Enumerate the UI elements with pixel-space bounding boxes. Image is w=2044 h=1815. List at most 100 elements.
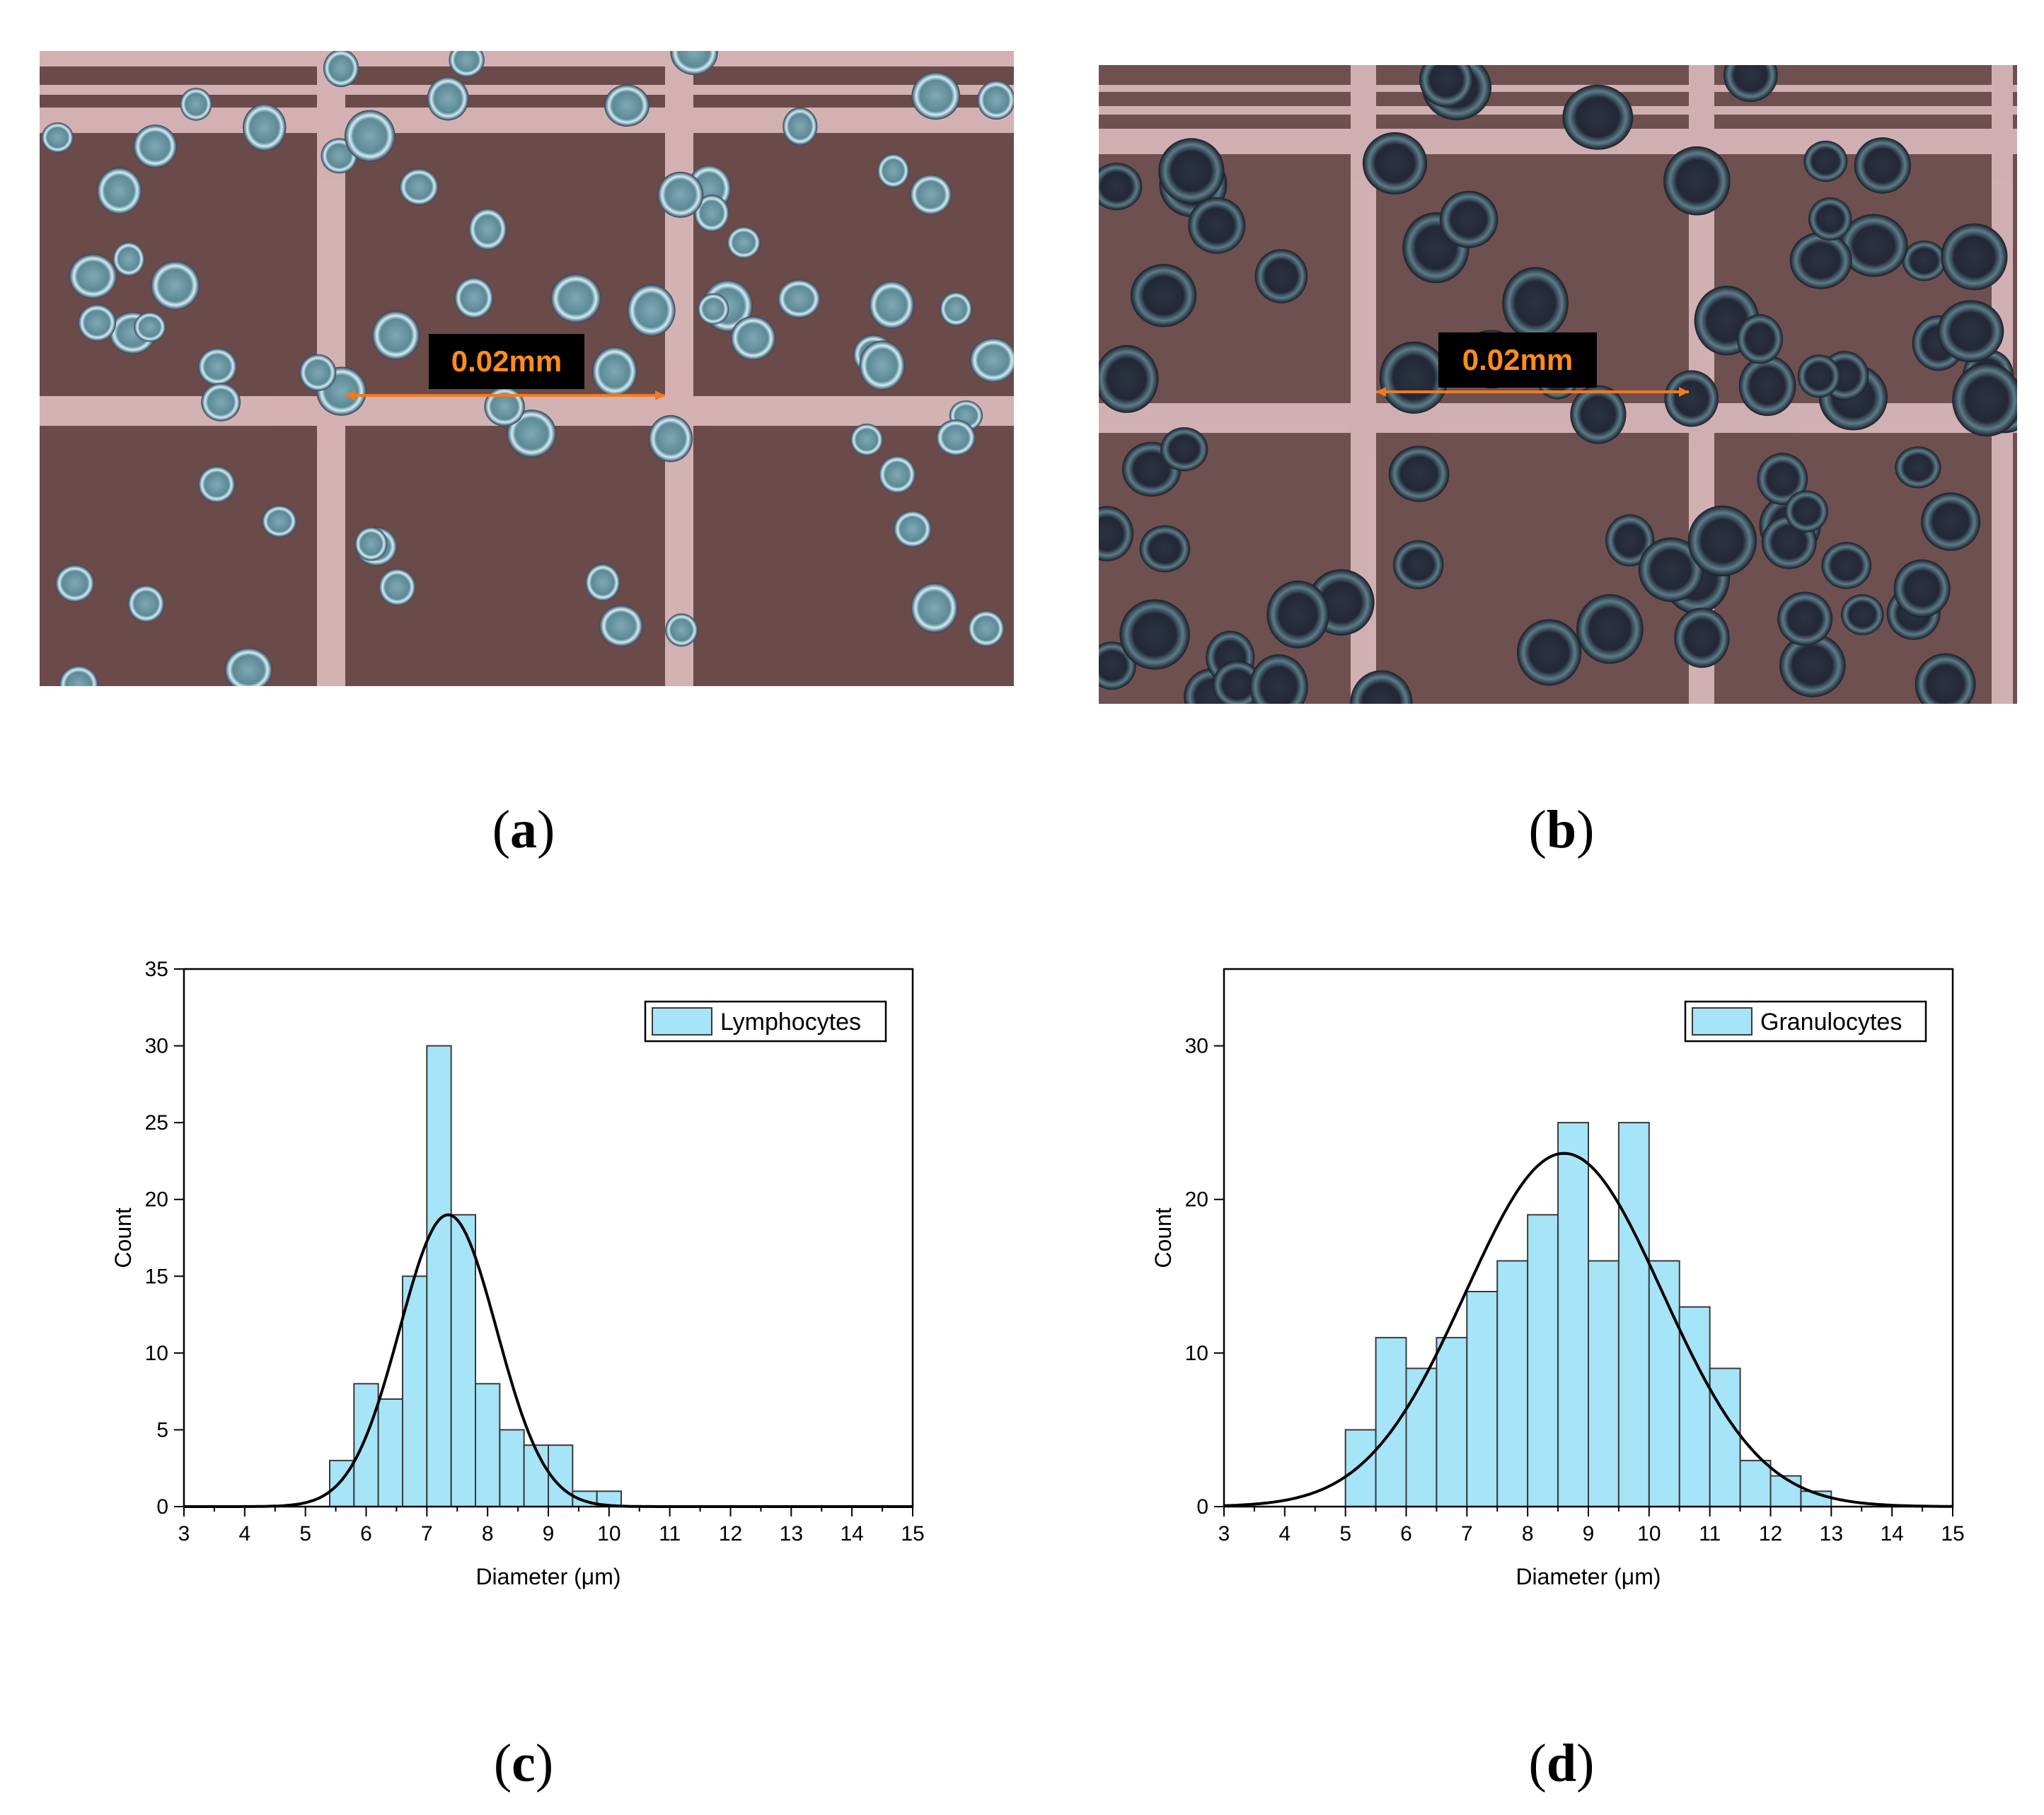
y-axis-label: Count bbox=[110, 1207, 136, 1268]
histogram-bar bbox=[475, 1383, 501, 1507]
x-tick-label: 11 bbox=[659, 1522, 681, 1546]
lymphocyte-cell bbox=[879, 456, 916, 494]
histogram-bar bbox=[353, 1383, 379, 1507]
lymphocyte-cell bbox=[936, 419, 976, 456]
x-tick-label: 14 bbox=[1880, 1522, 1903, 1546]
histogram-bar bbox=[1344, 1429, 1377, 1508]
lymphocyte-cell bbox=[859, 340, 906, 390]
lymphocyte-cell bbox=[55, 564, 95, 603]
granulocyte-cell bbox=[1419, 65, 1474, 108]
lymphocyte-cell bbox=[112, 242, 145, 277]
lymphocyte-cell bbox=[694, 195, 729, 232]
lymphocyte-cell bbox=[850, 423, 884, 456]
y-axis-label: Count bbox=[1150, 1207, 1176, 1268]
x-tick-label: 13 bbox=[780, 1522, 803, 1546]
lymphocyte-cell bbox=[911, 71, 961, 120]
granulocyte-cell bbox=[1737, 314, 1783, 364]
y-tick-label: 35 bbox=[145, 958, 168, 981]
lymphocyte-cell bbox=[604, 84, 649, 127]
granulocyte-cell bbox=[1362, 132, 1428, 195]
caption-a: (a) bbox=[492, 800, 555, 859]
granulocyte-cell bbox=[1576, 594, 1644, 664]
microscope-image-b: 0.02mm bbox=[1099, 65, 2017, 704]
caption-d: (d) bbox=[1528, 1734, 1595, 1793]
lymphocyte-cell bbox=[778, 279, 821, 318]
hemocytometer-grid-a bbox=[40, 51, 1014, 686]
granulocyte-cell bbox=[1213, 661, 1262, 704]
granulocyte-cell bbox=[1099, 506, 1134, 562]
granulocyte-cell bbox=[1738, 355, 1796, 417]
histogram-bar bbox=[426, 1045, 452, 1508]
lymphocyte-cell bbox=[670, 51, 718, 75]
histogram-bar bbox=[1588, 1260, 1619, 1507]
granulocyte-cell bbox=[1139, 525, 1191, 573]
granulocyte-cell bbox=[1840, 214, 1908, 277]
lymphocyte-cell bbox=[730, 316, 776, 361]
granulocyte-cell bbox=[1952, 363, 2017, 437]
lymphocyte-cell bbox=[379, 568, 416, 606]
x-tick-label: 11 bbox=[1699, 1522, 1721, 1546]
granulocyte-cell bbox=[1687, 505, 1757, 576]
x-tick-label: 8 bbox=[1522, 1522, 1534, 1546]
x-tick-label: 4 bbox=[238, 1522, 250, 1546]
y-tick-label: 5 bbox=[156, 1418, 168, 1442]
lymphocyte-cell bbox=[69, 254, 117, 299]
histogram-bar bbox=[1375, 1337, 1407, 1508]
lymphocyte-cell bbox=[150, 260, 200, 311]
x-tick-label: 4 bbox=[1278, 1522, 1291, 1546]
granulocyte-cell bbox=[1854, 137, 1911, 194]
histogram-granulocytes: 3 4 5 6 7 8 9 10 11 12 13 14 15 0 10 20 30 Diameter (μm) C… bbox=[1146, 948, 1995, 1613]
histogram-bar bbox=[1405, 1367, 1438, 1507]
lymphocyte-cell bbox=[894, 511, 932, 547]
lymphocyte-cell bbox=[345, 110, 395, 162]
histogram-bar bbox=[402, 1275, 428, 1507]
lymphocyte-cell bbox=[41, 122, 74, 153]
x-tick-label: 5 bbox=[299, 1522, 311, 1546]
lymphocyte-cell bbox=[134, 312, 166, 342]
x-tick-label: 5 bbox=[1339, 1522, 1351, 1546]
histogram-bar bbox=[1527, 1214, 1559, 1507]
granulocyte-cell bbox=[1119, 599, 1190, 670]
lymphocyte-cell bbox=[262, 505, 297, 538]
lymphocyte-cell bbox=[550, 274, 601, 323]
granulocyte-cell bbox=[1605, 514, 1655, 567]
x-tick-label: 6 bbox=[360, 1522, 372, 1546]
lymphocyte-cell bbox=[869, 281, 915, 329]
x-axis-label: Diameter (μm) bbox=[1515, 1564, 1661, 1589]
x-tick-label: 14 bbox=[840, 1522, 863, 1546]
lymphocyte-cell bbox=[198, 466, 236, 503]
histogram-bar bbox=[523, 1444, 550, 1508]
granulocyte-cell bbox=[1784, 490, 1828, 533]
granulocyte-cell bbox=[1895, 446, 1941, 489]
granulocyte-cell bbox=[1808, 197, 1852, 241]
x-tick-label: 7 bbox=[1461, 1522, 1473, 1546]
granulocyte-cell bbox=[1779, 633, 1846, 697]
lymphocyte-cell bbox=[484, 387, 525, 427]
lymphocyte-cell bbox=[243, 103, 287, 151]
x-tick-label: 10 bbox=[1637, 1522, 1661, 1546]
histogram-bar bbox=[1617, 1122, 1650, 1507]
x-tick-label: 9 bbox=[1583, 1522, 1595, 1546]
lymphocyte-cell bbox=[97, 167, 142, 214]
y-tick-label: 20 bbox=[1185, 1188, 1208, 1212]
legend-label: Lymphocytes bbox=[720, 1009, 861, 1036]
granulocyte-cell bbox=[1915, 653, 1976, 704]
granulocyte-cell bbox=[1663, 146, 1731, 216]
granulocyte-cell bbox=[1350, 670, 1413, 704]
lymphocyte-cell bbox=[323, 51, 359, 88]
y-tick-label: 20 bbox=[145, 1188, 168, 1212]
histogram-bar bbox=[499, 1429, 525, 1508]
granulocyte-cell bbox=[1158, 138, 1225, 204]
granulocyte-cell bbox=[1502, 267, 1569, 340]
lymphocyte-cell bbox=[911, 583, 958, 633]
x-tick-label: 3 bbox=[1218, 1522, 1230, 1546]
lymphocyte-cell bbox=[968, 610, 1005, 647]
granulocyte-cell bbox=[1789, 231, 1852, 289]
granulocyte-cell bbox=[1562, 84, 1634, 150]
lymphocyte-cell bbox=[133, 124, 178, 168]
x-tick-label: 3 bbox=[178, 1522, 190, 1546]
x-tick-label: 13 bbox=[1820, 1522, 1843, 1546]
y-tick-label: 10 bbox=[145, 1342, 168, 1365]
y-tick-label: 15 bbox=[145, 1265, 168, 1288]
scale-label-a: 0.02mm bbox=[429, 334, 584, 389]
